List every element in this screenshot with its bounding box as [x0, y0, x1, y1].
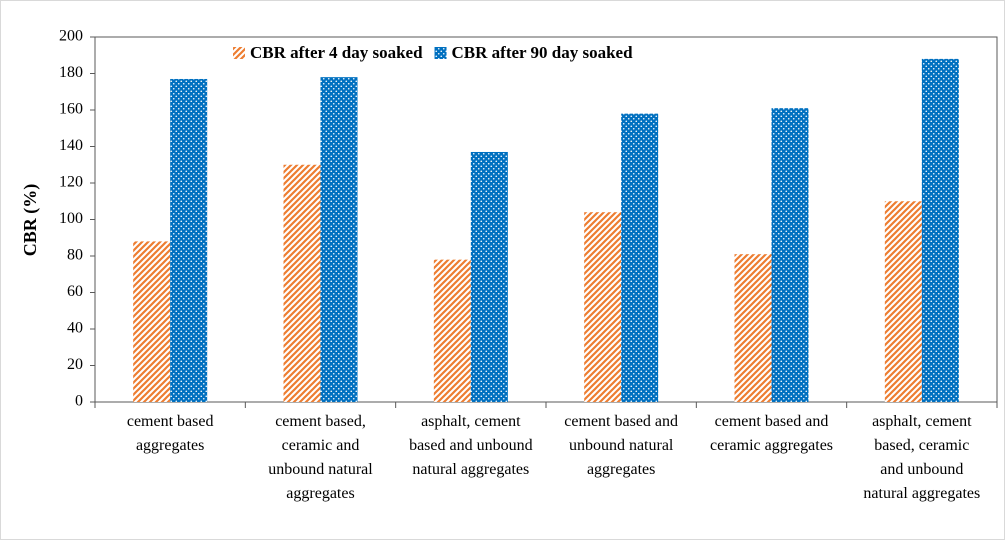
- y-tick-label: 40: [67, 320, 83, 337]
- bar: [433, 259, 471, 402]
- bar: [621, 113, 659, 403]
- legend-swatch: [233, 47, 245, 59]
- x-tick-label: cement based, ceramic and unbound natural a…: [268, 413, 373, 502]
- bar: [170, 78, 208, 402]
- x-tick-label: cement based aggregates: [127, 413, 214, 454]
- y-tick-label: 0: [75, 393, 83, 410]
- bar: [771, 108, 809, 403]
- legend-label: CBR after 4 day soaked: [250, 43, 423, 62]
- x-tick-label: asphalt, cement based and unbound natural …: [409, 413, 533, 478]
- x-tick-label: cement based and unbound natural aggregate…: [564, 413, 678, 478]
- y-tick-label: 180: [59, 64, 83, 81]
- x-tick-label: asphalt, cement based, ceramic and unbound…: [863, 413, 980, 502]
- bar: [884, 201, 922, 402]
- bar: [133, 241, 171, 402]
- bar: [921, 58, 959, 403]
- bar: [584, 212, 622, 402]
- legend-label: CBR after 90 day soaked: [452, 43, 634, 62]
- y-tick-label: 100: [59, 210, 83, 227]
- y-tick-label: 120: [59, 174, 83, 191]
- bar: [320, 77, 358, 403]
- bar: [283, 164, 321, 402]
- y-tick-label: 20: [67, 356, 83, 373]
- bar: [470, 151, 508, 402]
- y-tick-label: 140: [59, 137, 83, 154]
- y-axis-label: CBR (%): [20, 184, 41, 257]
- y-tick-label: 80: [67, 247, 83, 264]
- y-tick-label: 60: [67, 283, 83, 300]
- legend-swatch: [434, 47, 447, 59]
- bar: [734, 254, 772, 402]
- y-tick-label: 200: [59, 28, 83, 45]
- y-tick-label: 160: [59, 101, 83, 118]
- x-tick-label: cement based and ceramic aggregates: [710, 413, 833, 454]
